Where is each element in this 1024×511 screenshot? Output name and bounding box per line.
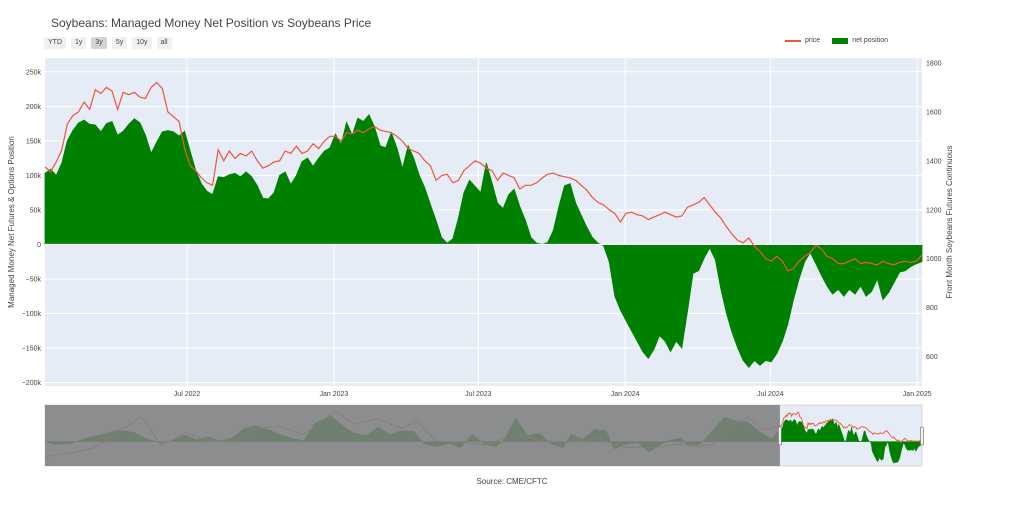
legend: price net position <box>785 37 888 44</box>
x-tick-label: Jan 2023 <box>319 391 348 398</box>
legend-label-price: price <box>805 37 821 44</box>
y-left-tick-label: −200k <box>22 380 42 387</box>
y-right-tick-label: 600 <box>926 354 938 361</box>
y-left-tick-label: 150k <box>26 138 42 145</box>
x-tick-label: Jul 2023 <box>465 391 492 398</box>
y-right-tick-label: 1800 <box>926 60 942 67</box>
y-left-tick-label: −150k <box>22 346 42 353</box>
y-right-tick-label: 1000 <box>926 256 942 263</box>
x-tick-label: Jul 2022 <box>174 391 201 398</box>
price-line[interactable] <box>44 81 923 272</box>
y-left-tick-label: −50k <box>26 276 42 283</box>
net-position-area[interactable] <box>44 113 923 369</box>
range-button-5y[interactable]: 5y <box>111 37 128 49</box>
x-tick-label: Jan 2025 <box>903 391 932 398</box>
y-left-tick-label: 50k <box>30 207 42 214</box>
range-button-10y[interactable]: 10y <box>132 37 152 49</box>
range-button-ytd[interactable]: YTD <box>44 37 66 49</box>
x-tick-label: Jul 2024 <box>757 391 784 398</box>
legend-item-price[interactable]: price <box>785 37 820 44</box>
range-slider-mask <box>45 405 780 466</box>
y-right-tick-label: 1600 <box>926 109 942 116</box>
source-note: Source: CME/CFTC <box>476 477 548 486</box>
y-right-tick-label: 800 <box>926 305 938 312</box>
y-left-tick-label: 100k <box>26 173 42 180</box>
x-tick-label: Jan 2024 <box>611 391 640 398</box>
y-right-tick-label: 1200 <box>926 207 942 214</box>
range-button-all[interactable]: all <box>156 37 172 49</box>
range-slider-handle-left[interactable] <box>778 426 782 446</box>
legend-swatch-net <box>832 37 849 44</box>
y-left-tick-label: 0 <box>37 242 41 249</box>
y-left-tick-label: 200k <box>26 104 42 111</box>
y-left-tick-label: −100k <box>22 311 42 318</box>
range-slider-handle-right[interactable] <box>920 426 924 446</box>
range-button-1y[interactable]: 1y <box>71 37 87 49</box>
range-selector: YTD 1y 3y 5y 10y all <box>44 37 172 49</box>
legend-item-net[interactable]: net position <box>832 37 888 44</box>
chart-title: Soybeans: Managed Money Net Position vs … <box>51 16 372 30</box>
y-left-axis-title: Managed Money Net Futures & Options Posi… <box>7 136 16 308</box>
legend-swatch-price <box>785 39 801 42</box>
y-left-tick-label: 250k <box>26 69 42 76</box>
y-right-tick-label: 1400 <box>926 158 942 165</box>
range-button-3y[interactable]: 3y <box>91 37 107 49</box>
y-right-axis-title: Front Month Soybeans Futures Continuous <box>945 146 954 299</box>
legend-label-net: net position <box>852 37 888 44</box>
